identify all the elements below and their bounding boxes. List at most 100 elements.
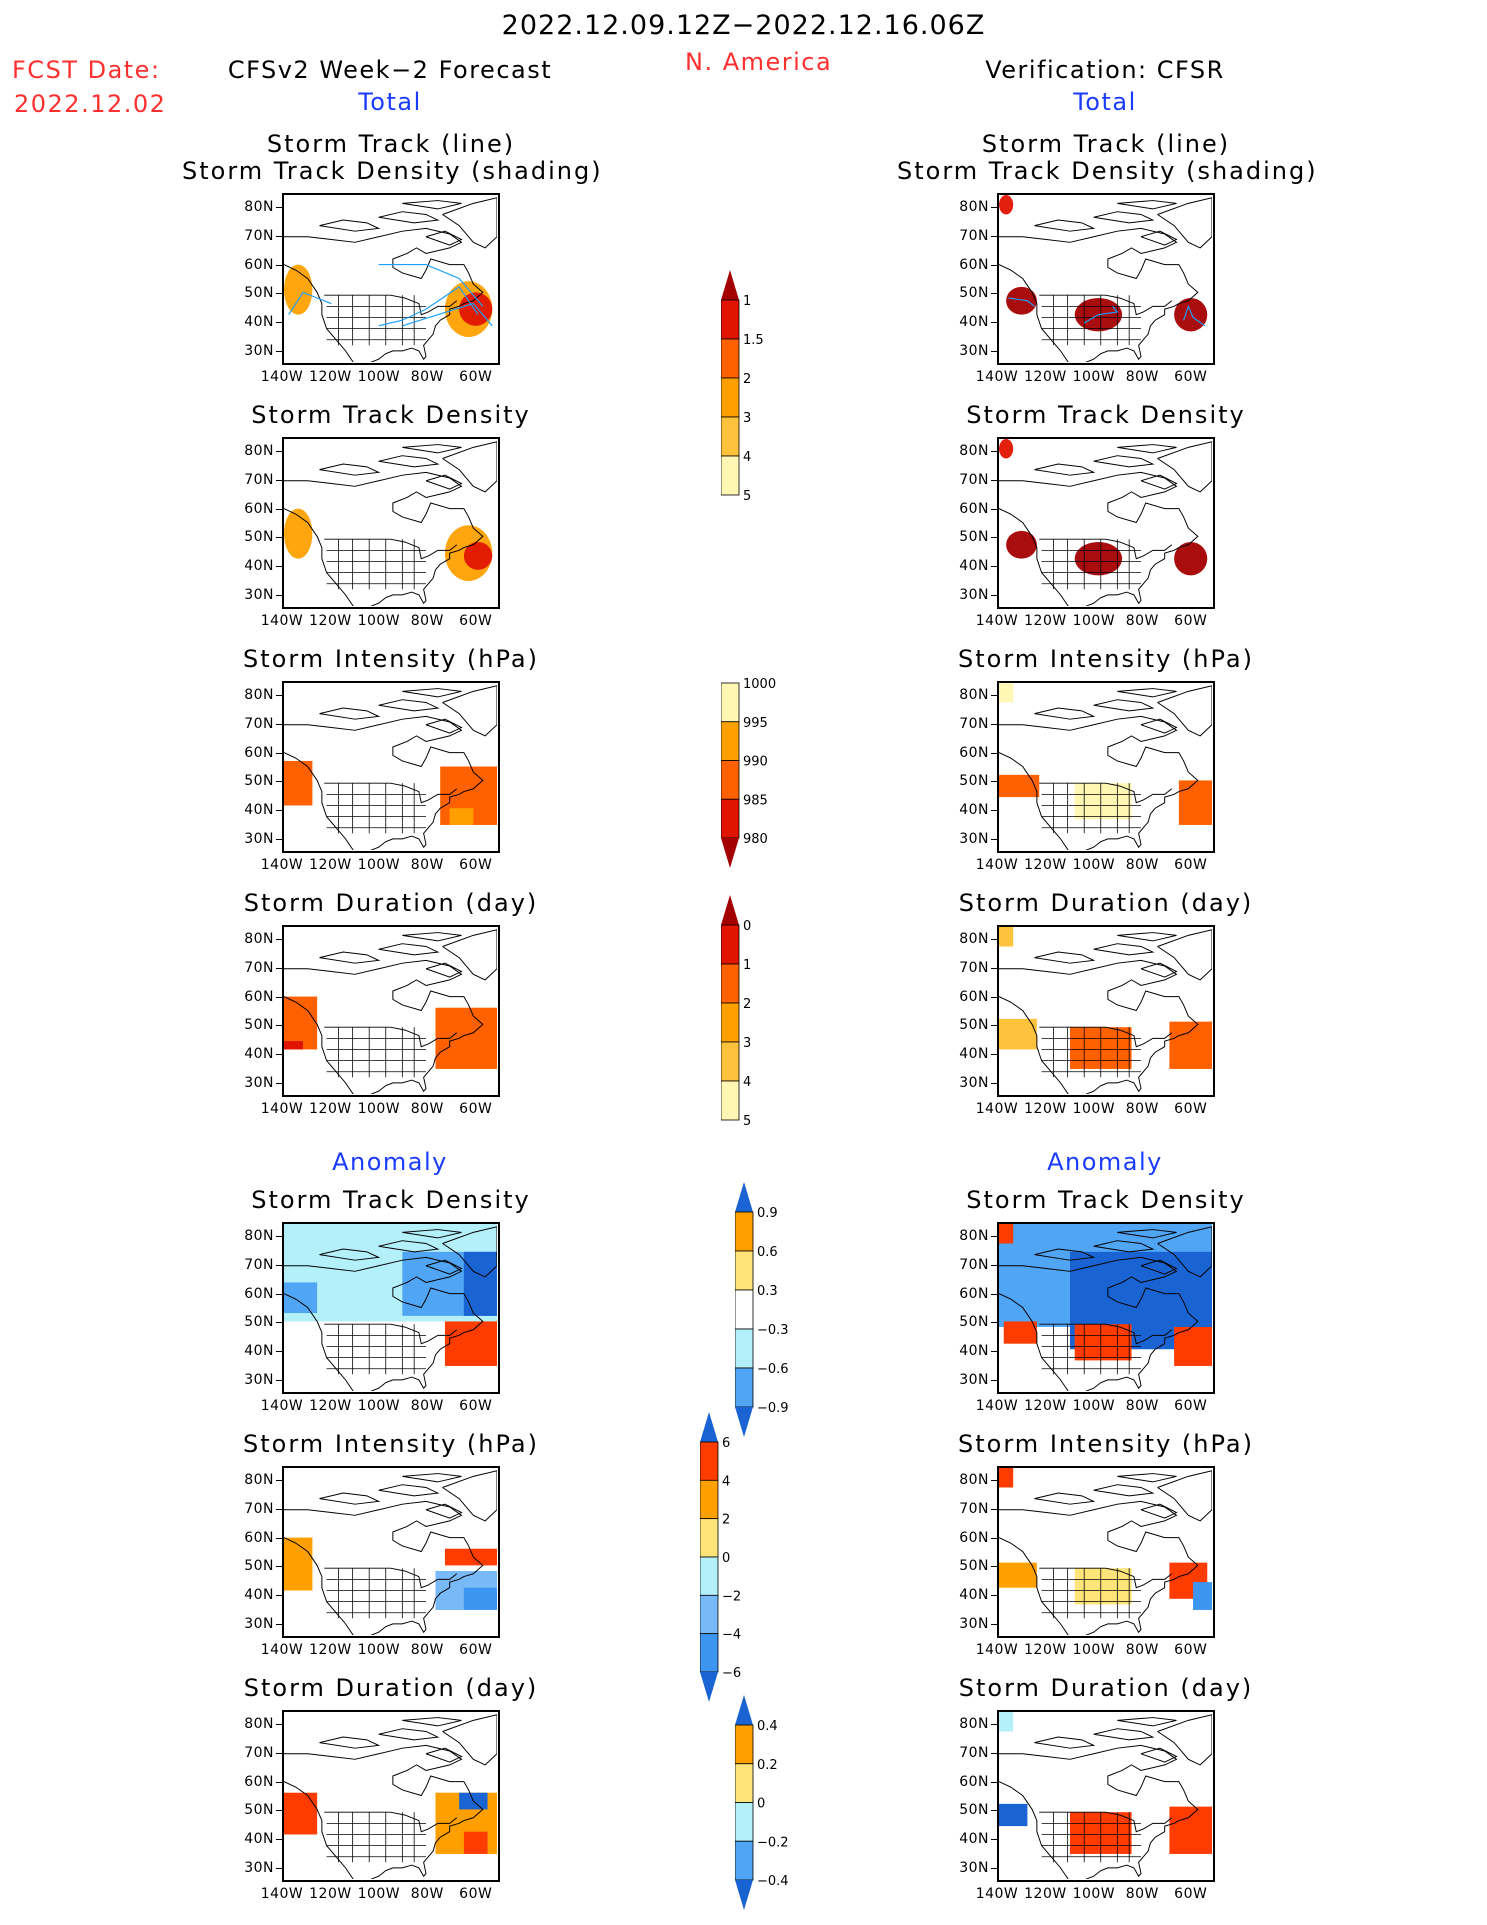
lat-tick xyxy=(276,810,282,811)
map-panel-vf-intensity-anom: Storm Intensity (hPa) 80N 70N 60N 50N 40N 30N 1… xyxy=(897,1396,1337,1658)
panel-title: Storm Intensity (hPa) xyxy=(243,645,539,673)
coastline xyxy=(999,1500,1199,1635)
colorbar-band xyxy=(700,1633,719,1673)
lat-tick xyxy=(991,207,997,209)
island-outline xyxy=(425,1747,463,1763)
lat-tick xyxy=(276,322,282,323)
island-outline xyxy=(1140,230,1178,246)
colorbar-extend-arrow xyxy=(700,1672,718,1702)
lat-tick-label: 60N xyxy=(959,500,989,517)
map-plot xyxy=(284,1714,497,1879)
lat-tick-label: 60N xyxy=(959,1773,989,1790)
island-outline xyxy=(1034,1736,1096,1749)
lat-tick-label: 30N xyxy=(959,586,989,603)
map-plot xyxy=(284,1470,497,1635)
lon-tick-label: 140W xyxy=(260,1886,304,1902)
panel-title: Storm Track Density (shading) xyxy=(182,157,603,185)
greenland-outline xyxy=(1157,685,1212,737)
lat-tick-label: 40N xyxy=(959,1831,989,1847)
island-outline xyxy=(319,707,381,720)
lon-tick-label: 140W xyxy=(260,1101,304,1117)
colorbar-extend-arrow xyxy=(735,1695,753,1725)
colorbar-band xyxy=(700,1594,719,1635)
lon-tick-label: 120W xyxy=(309,1886,352,1902)
lat-tick xyxy=(991,724,997,725)
lon-tick-label: 80W xyxy=(410,857,444,873)
shaded-region xyxy=(1174,541,1208,576)
lat-tick xyxy=(276,293,282,295)
storm-track-line xyxy=(378,264,484,307)
shaded-region xyxy=(999,1468,1014,1488)
lon-tick-label: 100W xyxy=(357,1642,401,1658)
lon-tick-label: 60W xyxy=(459,613,493,629)
colorbar-tick-label: 4 xyxy=(722,1474,730,1489)
panel-title: Storm Track (line) xyxy=(266,130,516,158)
island-outline xyxy=(319,1492,381,1505)
island-outline xyxy=(1140,1747,1178,1763)
colorbar-band xyxy=(721,299,740,340)
lat-tick xyxy=(991,1537,997,1539)
lat-tick xyxy=(276,236,282,237)
greenland-outline xyxy=(1157,929,1212,981)
lat-tick xyxy=(276,968,282,969)
verification-total-label: Total xyxy=(1073,88,1137,116)
coastline xyxy=(284,715,484,850)
lon-tick-label: 60W xyxy=(1174,1886,1208,1902)
lat-tick xyxy=(991,1265,997,1266)
island-outline xyxy=(1140,1259,1178,1275)
panel-title: Storm Track (line) xyxy=(981,130,1231,158)
colorbar-tick-label: 2 xyxy=(743,997,751,1012)
shaded-region xyxy=(999,927,1014,947)
lat-tick-label: 40N xyxy=(244,1587,274,1603)
shaded-region xyxy=(1193,1582,1212,1610)
lon-tick-label: 60W xyxy=(1174,1101,1208,1117)
lon-tick-label: 100W xyxy=(1072,1398,1116,1414)
colorbar-tick-label: 0.3 xyxy=(757,1284,778,1299)
lat-tick-label: 50N xyxy=(959,529,989,546)
lat-tick-label: 70N xyxy=(244,1501,274,1517)
lat-tick-label: 50N xyxy=(244,1017,274,1034)
colorbar-band xyxy=(721,760,740,800)
us-canada-border xyxy=(1039,1567,1173,1589)
shaded-region xyxy=(1006,530,1037,559)
panel-title: Storm Duration (day) xyxy=(243,889,539,917)
lat-tick xyxy=(991,838,997,840)
lat-tick xyxy=(276,1537,282,1539)
lat-tick xyxy=(276,1753,282,1754)
lat-tick xyxy=(991,781,997,783)
panel-title: Storm Intensity (hPa) xyxy=(958,645,1254,673)
storm-track-line xyxy=(1183,304,1206,327)
lat-tick xyxy=(991,1623,997,1625)
lat-tick xyxy=(276,1379,282,1381)
colorbar-tick-label: 4 xyxy=(743,1075,751,1090)
colorbar-tick-label: −0.6 xyxy=(757,1362,789,1377)
lat-tick xyxy=(991,752,997,754)
lat-tick-label: 40N xyxy=(959,1046,989,1062)
lat-tick xyxy=(991,537,997,539)
lat-tick-label: 30N xyxy=(244,586,274,603)
colorbar-band xyxy=(735,1328,754,1369)
map-frame xyxy=(997,681,1215,853)
colorbar-band xyxy=(721,338,740,379)
map-frame xyxy=(282,1466,500,1638)
fcst-date-label: FCST Date: xyxy=(12,56,161,84)
lon-tick-label: 100W xyxy=(357,1886,401,1902)
island-outline xyxy=(319,1736,381,1749)
map-panel-fc-duration: Storm Duration (day) 80N 70N 60N 50N 40N 30N 14… xyxy=(182,855,622,1117)
lon-tick-label: 80W xyxy=(410,1886,444,1902)
coastline xyxy=(999,959,1199,1094)
lon-tick-label: 60W xyxy=(459,369,493,385)
map-frame xyxy=(282,681,500,853)
shaded-region xyxy=(999,1712,1014,1732)
greenland-outline xyxy=(442,197,497,249)
shaded-region xyxy=(1169,1806,1212,1854)
colorbar-colorbar-intensity: 1000 995 990 985 980 xyxy=(721,649,801,872)
island-outline xyxy=(425,1259,463,1275)
colorbar-band xyxy=(721,798,740,839)
lat-tick-label: 50N xyxy=(244,529,274,546)
panel-title: Storm Intensity (hPa) xyxy=(243,1430,539,1458)
lat-tick-label: 80N xyxy=(959,199,989,216)
lon-tick-label: 140W xyxy=(260,369,304,385)
lon-tick-label: 100W xyxy=(357,613,401,629)
lat-tick-label: 80N xyxy=(244,1228,274,1245)
